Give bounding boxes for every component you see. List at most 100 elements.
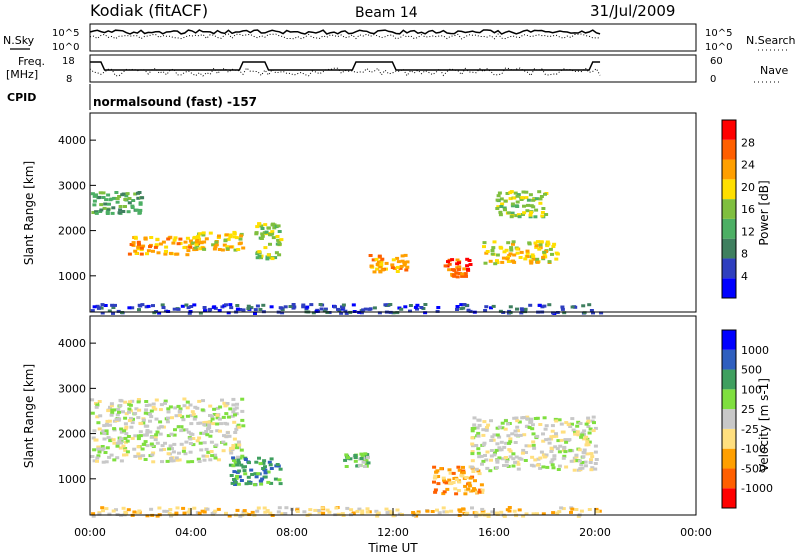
velocity-panel-cell bbox=[595, 510, 600, 513]
y-tick-label: 3000 bbox=[58, 179, 86, 192]
power-panel-cell bbox=[279, 238, 284, 242]
velocity-panel-cell bbox=[235, 508, 240, 512]
velocity-panel-cell bbox=[148, 430, 153, 434]
velocity-panel-cell bbox=[518, 433, 523, 437]
power-panel-cell bbox=[137, 242, 141, 246]
velocity-panel-cell bbox=[234, 406, 239, 410]
power-panel-cell bbox=[515, 194, 520, 198]
velocity-panel-cell bbox=[117, 417, 122, 421]
colorbar-tick-label: 16 bbox=[741, 203, 755, 216]
velocity-panel-cell bbox=[258, 479, 263, 483]
velocity-panel-cell bbox=[236, 440, 241, 444]
velocity-panel-cell bbox=[524, 444, 529, 448]
power-panel-cell bbox=[489, 306, 493, 310]
velocity-panel-cell bbox=[584, 422, 589, 426]
power-panel-cell bbox=[187, 311, 192, 315]
power-panel-cell bbox=[309, 303, 314, 307]
power-panel-cell bbox=[395, 270, 400, 273]
velocity-panel-cell bbox=[550, 429, 555, 433]
velocity-panel-cell bbox=[513, 441, 518, 444]
power-panel-cell bbox=[510, 211, 515, 215]
power-panel-cell bbox=[503, 199, 508, 203]
power-panel-cell bbox=[166, 237, 171, 241]
velocity-panel-cell bbox=[452, 477, 457, 480]
power-panel-cell bbox=[113, 303, 117, 307]
colorbar-swatch bbox=[722, 258, 736, 279]
velocity-panel-cell bbox=[302, 510, 307, 514]
velocity-panel-cell bbox=[150, 453, 155, 457]
velocity-panel-cell bbox=[231, 456, 236, 460]
velocity-panel-cell bbox=[532, 446, 537, 450]
velocity-panel-cell bbox=[199, 431, 204, 435]
velocity-panel-cell bbox=[169, 432, 174, 436]
velocity-panel-cell bbox=[226, 415, 231, 419]
velocity-panel-cell bbox=[277, 478, 282, 482]
velocity-panel-cell bbox=[359, 452, 364, 456]
velocity-panel-cell bbox=[200, 509, 205, 513]
velocity-panel-cell bbox=[278, 467, 283, 471]
power-panel-cell bbox=[133, 235, 138, 239]
power-panel-cell bbox=[511, 242, 515, 246]
velocity-panel-cell bbox=[432, 476, 437, 480]
x-tick-label: 08:00 bbox=[276, 526, 308, 539]
power-panel-cell bbox=[336, 307, 340, 311]
velocity-panel-cell bbox=[108, 423, 112, 427]
velocity-panel-cell bbox=[100, 506, 105, 510]
power-panel-cell bbox=[211, 305, 216, 309]
velocity-panel-cell bbox=[208, 414, 212, 417]
power-panel-cell bbox=[301, 303, 306, 307]
velocity-panel-cell bbox=[474, 511, 479, 515]
power-panel-cell bbox=[103, 304, 108, 307]
power-panel-cell bbox=[258, 308, 263, 311]
velocity-panel-cell bbox=[124, 425, 129, 429]
velocity-panel-cell bbox=[231, 403, 236, 407]
velocity-panel-cell bbox=[133, 411, 138, 415]
velocity-panel-cell bbox=[138, 456, 143, 460]
velocity-panel-cell bbox=[463, 492, 468, 496]
velocity-panel-cell bbox=[497, 448, 502, 452]
power-panel-cell bbox=[271, 222, 275, 226]
velocity-panel-cell bbox=[559, 506, 564, 510]
power-panel-cell bbox=[100, 303, 105, 307]
velocity-y-label: Slant Range [km] bbox=[22, 364, 36, 468]
velocity-panel-cell bbox=[181, 418, 186, 422]
velocity-panel-cell bbox=[357, 464, 362, 468]
velocity-panel-cell bbox=[447, 478, 452, 482]
velocity-panel-cell bbox=[539, 450, 544, 454]
velocity-panel-cell bbox=[182, 446, 187, 450]
velocity-panel-cell bbox=[256, 472, 261, 476]
velocity-panel-cell bbox=[273, 477, 278, 481]
velocity-panel-cell bbox=[197, 399, 202, 403]
velocity-panel-cell bbox=[124, 511, 129, 515]
velocity-panel-cell bbox=[542, 416, 547, 420]
power-colorbar: 28 24 20 16 12 8 4 bbox=[721, 119, 755, 299]
power-panel-cell bbox=[161, 306, 166, 309]
velocity-panel-cell bbox=[575, 430, 580, 434]
velocity-panel-cell bbox=[230, 481, 235, 485]
velocity-panel-cell bbox=[188, 450, 193, 454]
power-panel-cell bbox=[99, 306, 104, 310]
power-panel-cell bbox=[101, 196, 106, 199]
velocity-panel-cell bbox=[510, 432, 515, 436]
velocity-panel-cell bbox=[535, 512, 539, 516]
power-panel-cell bbox=[524, 196, 529, 200]
power-panel-cell bbox=[446, 260, 450, 264]
power-panel-cell bbox=[241, 308, 246, 312]
velocity-panel-cell bbox=[308, 508, 313, 512]
power-panel-cell bbox=[542, 250, 547, 254]
velocity-panel-cell bbox=[166, 410, 171, 414]
velocity-panel-cell bbox=[231, 397, 236, 401]
velocity-panel-cell bbox=[155, 430, 160, 434]
power-panel-cell bbox=[163, 252, 168, 256]
velocity-panel-cell bbox=[162, 509, 167, 513]
velocity-panel-cell bbox=[239, 479, 244, 482]
velocity-panel-cell bbox=[233, 480, 238, 484]
velocity-panel-cell bbox=[151, 451, 156, 455]
velocity-panel-cell bbox=[156, 426, 161, 430]
power-panel-cell bbox=[464, 303, 469, 307]
power-panel-cell bbox=[133, 192, 138, 196]
power-panel-cell bbox=[193, 246, 198, 250]
velocity-panel-cell bbox=[206, 420, 211, 424]
power-panel-cell bbox=[103, 202, 108, 206]
velocity-panel-cell bbox=[564, 465, 569, 469]
